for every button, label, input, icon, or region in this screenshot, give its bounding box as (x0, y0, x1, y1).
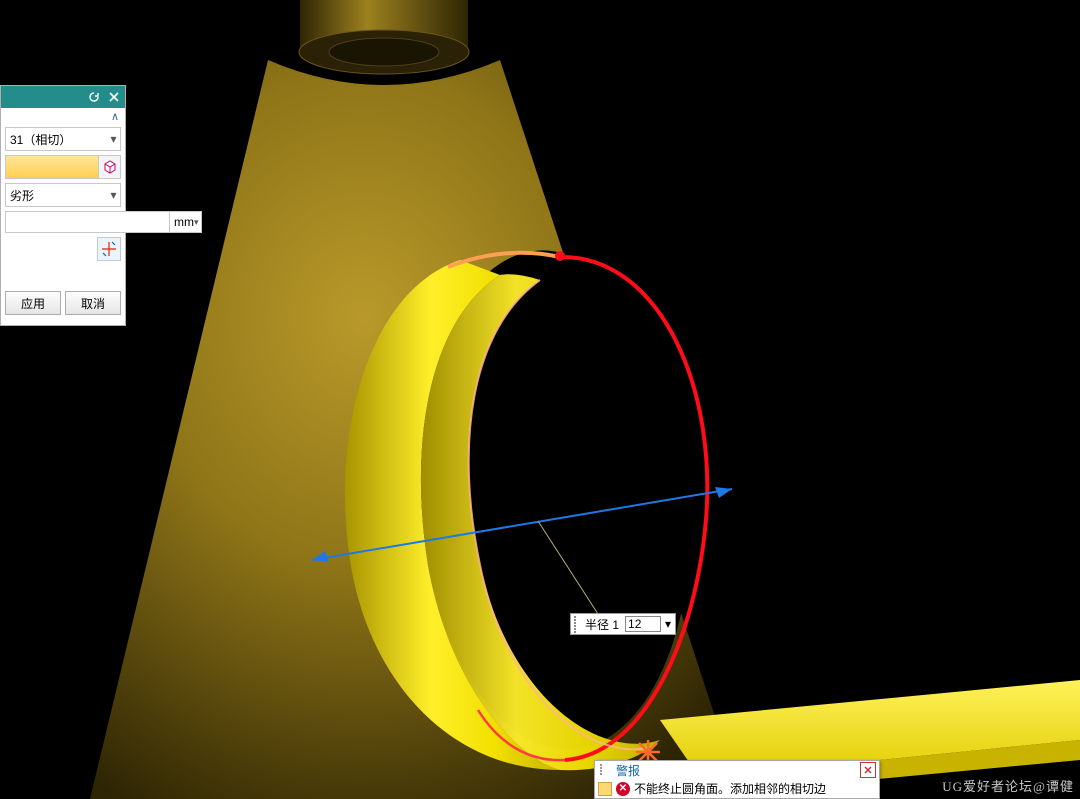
edge-rule-dropdown[interactable]: 31（相切） ▾ (5, 127, 121, 151)
edge-rule-label: 31（相切） (6, 131, 106, 148)
selection-cube-button[interactable] (98, 156, 120, 178)
error-icon: ✕ (616, 782, 630, 796)
collapse-toggle[interactable]: ∧ (5, 108, 121, 123)
unit-label: mm (174, 215, 194, 229)
dialog-titlebar[interactable] (1, 86, 125, 108)
drag-grip-icon[interactable] (571, 616, 579, 633)
snap-point-icon (101, 241, 117, 257)
model-neck (299, 0, 469, 74)
radius-field[interactable] (625, 616, 661, 632)
blend-dialog: ∧ 31（相切） ▾ 劣形 ▾ (0, 85, 126, 326)
alert-title: 警报 (598, 762, 860, 779)
shape-label: 劣形 (6, 187, 106, 204)
alert-close-button[interactable]: ✕ (860, 762, 876, 778)
shape-dropdown[interactable]: 劣形 ▾ (5, 183, 121, 207)
chevron-down-icon[interactable]: ▾ (194, 217, 199, 228)
alert-message: 不能终止圆角面。添加相邻的相切边 (634, 780, 876, 797)
drag-grip-icon[interactable] (597, 764, 605, 775)
chevron-down-icon[interactable]: ▾ (661, 617, 675, 631)
unit-dropdown[interactable]: mm ▾ (170, 211, 202, 233)
radius-onscreen-input[interactable]: 半径 1 ▾ (570, 613, 676, 635)
close-icon[interactable] (107, 90, 121, 104)
alert-flag-icon (598, 782, 612, 796)
radius-value-input[interactable] (5, 211, 170, 233)
edge-selection-row[interactable] (5, 155, 121, 179)
viewport-3d[interactable] (0, 0, 1080, 799)
radius-label: 半径 1 (579, 616, 625, 633)
chevron-down-icon[interactable]: ▾ (106, 132, 120, 146)
apply-button[interactable]: 应用 (5, 291, 61, 315)
specify-point-button[interactable] (97, 237, 121, 261)
reset-icon[interactable] (87, 90, 101, 104)
alert-panel: 警报 ✕ ✕ 不能终止圆角面。添加相邻的相切边 (594, 760, 880, 799)
watermark-text: UG爱好者论坛@谭健 (942, 776, 1074, 795)
cube-icon (102, 159, 118, 175)
cancel-button[interactable]: 取消 (65, 291, 121, 315)
chevron-down-icon[interactable]: ▾ (106, 188, 120, 202)
